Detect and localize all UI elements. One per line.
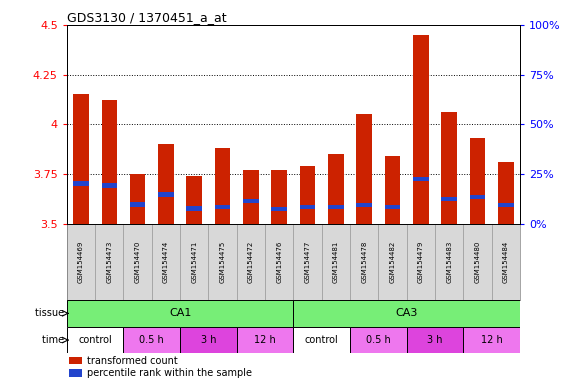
Text: 3 h: 3 h <box>427 335 443 345</box>
Bar <box>73 182 89 186</box>
Bar <box>407 327 464 353</box>
Bar <box>271 170 287 223</box>
Text: GSM154472: GSM154472 <box>248 241 254 283</box>
Bar <box>385 205 400 209</box>
Text: GSM154481: GSM154481 <box>333 240 339 283</box>
Text: GSM154471: GSM154471 <box>191 240 198 283</box>
Bar <box>413 35 429 223</box>
Bar <box>469 195 485 199</box>
Text: 12 h: 12 h <box>254 335 276 345</box>
Bar <box>130 202 145 207</box>
Text: GSM154474: GSM154474 <box>163 241 169 283</box>
Text: 0.5 h: 0.5 h <box>366 335 391 345</box>
Bar <box>67 327 124 353</box>
Text: GSM154483: GSM154483 <box>446 240 452 283</box>
Bar <box>67 300 293 327</box>
Bar <box>215 205 231 209</box>
Bar <box>442 113 457 223</box>
Text: control: control <box>305 335 339 345</box>
Bar <box>413 177 429 182</box>
Bar <box>73 94 89 223</box>
Bar <box>300 166 315 223</box>
Bar <box>237 327 293 353</box>
Text: GSM154479: GSM154479 <box>418 240 424 283</box>
Bar <box>442 197 457 201</box>
Text: CA1: CA1 <box>169 308 191 318</box>
Text: GSM154475: GSM154475 <box>220 241 225 283</box>
Bar <box>243 199 259 203</box>
Bar <box>293 327 350 353</box>
Bar <box>243 170 259 223</box>
Bar <box>123 327 180 353</box>
Bar <box>356 114 372 223</box>
Text: GSM154480: GSM154480 <box>475 240 480 283</box>
Bar <box>158 144 174 223</box>
Bar <box>69 357 82 364</box>
Bar <box>469 138 485 223</box>
Text: time: time <box>42 335 67 345</box>
Bar <box>328 205 344 209</box>
Text: transformed count: transformed count <box>87 356 178 366</box>
Bar <box>498 162 514 223</box>
Bar <box>215 148 231 223</box>
Bar <box>356 203 372 207</box>
Bar <box>271 207 287 211</box>
Bar <box>130 174 145 223</box>
Text: GDS3130 / 1370451_a_at: GDS3130 / 1370451_a_at <box>67 11 227 24</box>
Text: GSM154477: GSM154477 <box>304 240 311 283</box>
Bar <box>350 327 407 353</box>
Text: percentile rank within the sample: percentile rank within the sample <box>87 368 252 378</box>
Text: GSM154482: GSM154482 <box>389 241 396 283</box>
Bar <box>187 206 202 211</box>
Bar <box>498 203 514 207</box>
Bar <box>464 327 520 353</box>
Text: GSM154470: GSM154470 <box>135 240 141 283</box>
Text: 3 h: 3 h <box>200 335 216 345</box>
Bar <box>187 176 202 223</box>
Bar <box>180 327 237 353</box>
Bar <box>300 205 315 209</box>
Text: CA3: CA3 <box>396 308 418 318</box>
Text: GSM154478: GSM154478 <box>361 240 367 283</box>
Text: GSM154476: GSM154476 <box>276 240 282 283</box>
Text: tissue: tissue <box>34 308 67 318</box>
Text: GSM154484: GSM154484 <box>503 241 509 283</box>
Bar <box>158 192 174 197</box>
Text: 12 h: 12 h <box>481 335 503 345</box>
Text: 0.5 h: 0.5 h <box>139 335 164 345</box>
Text: GSM154473: GSM154473 <box>106 240 112 283</box>
Bar <box>328 154 344 223</box>
Bar <box>102 184 117 188</box>
Bar <box>69 369 82 377</box>
Text: control: control <box>78 335 112 345</box>
Bar <box>293 300 520 327</box>
Text: GSM154469: GSM154469 <box>78 240 84 283</box>
Bar <box>385 156 400 223</box>
Bar <box>102 101 117 223</box>
